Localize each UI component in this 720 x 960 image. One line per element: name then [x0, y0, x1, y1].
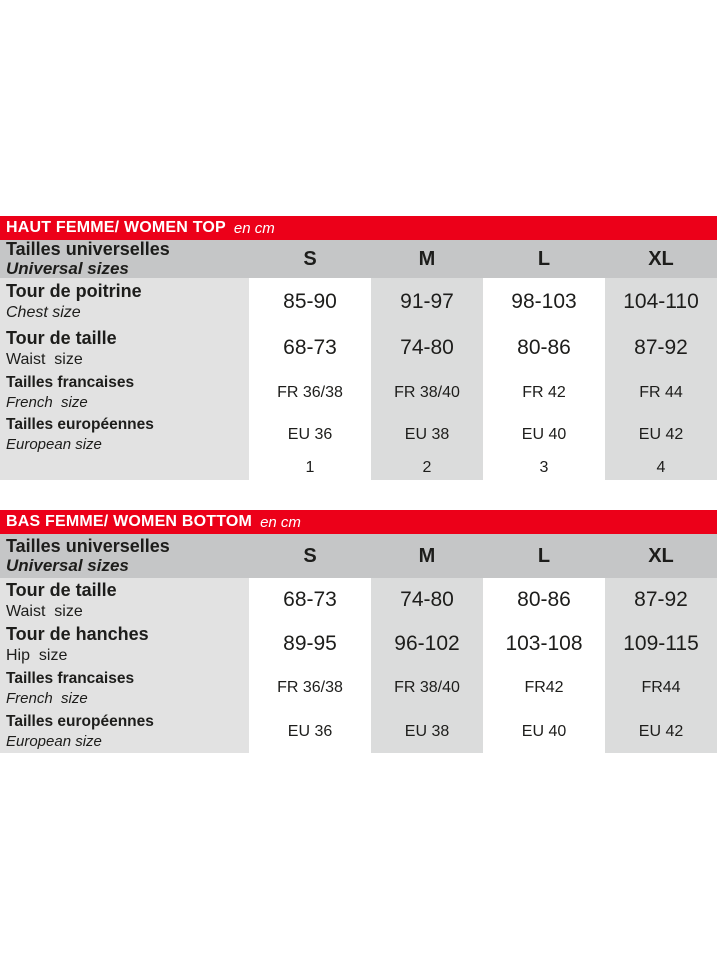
size-value-cell: EU 40: [488, 414, 600, 455]
table-row: Tailles européennes European size EU 36 EU …: [0, 710, 717, 753]
table-title: BAS FEMME/ WOMEN BOTTOM: [6, 513, 253, 530]
size-column-header-s: S: [303, 544, 317, 567]
size-value-cell: 96-102: [371, 622, 483, 666]
size-value-cell: 80-86: [488, 578, 600, 622]
size-value-cell: EU 42: [605, 414, 717, 455]
size-column-header-xl: XL: [648, 544, 674, 567]
row-label-fr: Tailles francaises: [6, 374, 135, 391]
row-label-fr: Tour de taille: [6, 579, 117, 600]
size-value-cell: FR42: [488, 666, 600, 710]
size-table-women-bottom: BAS FEMME/ WOMEN BOTTOM en cm Tailles un…: [0, 510, 717, 753]
size-column-header-m: M: [418, 544, 436, 567]
size-value-cell: EU 38: [371, 414, 483, 455]
size-value-cell: 80-86: [488, 325, 600, 371]
size-value-cell: 3: [488, 455, 600, 480]
size-value-cell: 104-110: [605, 278, 717, 325]
header-label-fr: Tailles universelles: [6, 536, 170, 556]
header-label-en: Universal sizes: [6, 259, 129, 278]
header-label-cell: Tailles universelles Universal sizes: [0, 239, 249, 279]
size-column-header-l: L: [537, 544, 551, 567]
size-value-cell: 68-73: [254, 325, 366, 371]
row-label-cell: [0, 455, 249, 480]
size-value-cell: 1: [254, 455, 366, 480]
row-label-fr: Tailles européennes: [6, 713, 154, 730]
size-column-header-xl: XL: [648, 247, 674, 270]
size-column-header-m: M: [418, 247, 436, 270]
table-unit-label: en cm: [260, 513, 301, 531]
size-value-cell: 85-90: [254, 278, 366, 325]
size-value-cell: 89-95: [254, 622, 366, 666]
size-value-cell: 74-80: [371, 325, 483, 371]
table-row: Tour de taille Waist size 68-73 74-80 80-86 8…: [0, 325, 717, 371]
table-title-bar: HAUT FEMME/ WOMEN TOP en cm: [0, 216, 717, 240]
size-value-cell: EU 36: [254, 414, 366, 455]
row-label-cell: Tour de taille Waist size: [0, 325, 249, 371]
size-value-cell: EU 40: [488, 710, 600, 753]
size-value-cell: FR44: [605, 666, 717, 710]
row-label-fr: Tailles européennes: [6, 416, 154, 433]
row-label-en: French size: [6, 689, 88, 707]
table-header-row: Tailles universelles Universal sizes S M L…: [0, 534, 717, 578]
table-body: Tour de poitrine Chest size 85-90 91-97 98-1…: [0, 278, 717, 480]
header-label-fr: Tailles universelles: [6, 239, 170, 259]
size-value-cell: 68-73: [254, 578, 366, 622]
row-label-cell: Tour de poitrine Chest size: [0, 278, 249, 325]
row-label-en: European size: [6, 436, 102, 453]
size-value-cell: FR 42: [488, 371, 600, 414]
size-value-cell: FR 38/40: [371, 666, 483, 710]
row-label-cell: Tailles européennes European size: [0, 710, 249, 753]
size-value-cell: FR 38/40: [371, 371, 483, 414]
header-label-en: Universal sizes: [6, 556, 129, 575]
table-row: Tailles francaises French size FR 36/38 FR …: [0, 371, 717, 414]
table-row: Tailles européennes European size EU 36 EU …: [0, 414, 717, 455]
row-label-en: Chest size: [6, 304, 81, 321]
table-title-bar: BAS FEMME/ WOMEN BOTTOM en cm: [0, 510, 717, 534]
table-row: Tour de poitrine Chest size 85-90 91-97 98-1…: [0, 278, 717, 325]
size-table-women-top: HAUT FEMME/ WOMEN TOP en cm Tailles univ…: [0, 216, 717, 480]
row-label-fr: Tour de hanches: [6, 623, 149, 644]
table-unit-label: en cm: [233, 219, 275, 237]
table-row: Tailles francaises French size FR 36/38 FR …: [0, 666, 717, 710]
size-value-cell: 4: [605, 455, 717, 480]
size-value-cell: 91-97: [371, 278, 483, 325]
table-body: Tour de taille Waist size 68-73 74-80 80-86 8…: [0, 578, 717, 753]
table-title: HAUT FEMME/ WOMEN TOP: [6, 219, 226, 236]
size-value-cell: EU 38: [371, 710, 483, 753]
size-value-cell: 103-108: [488, 622, 600, 666]
size-value-cell: 87-92: [605, 578, 717, 622]
size-value-cell: 2: [371, 455, 483, 480]
header-label-cell: Tailles universelles Universal sizes: [0, 534, 249, 578]
row-label-en: European size: [6, 733, 102, 750]
table-row: Tour de taille Waist size 68-73 74-80 80-86 8…: [0, 578, 717, 622]
size-value-cell: 74-80: [371, 578, 483, 622]
row-label-fr: Tour de taille: [6, 327, 117, 348]
row-label-cell: Tour de hanches Hip size: [0, 622, 249, 666]
size-column-header-l: L: [537, 247, 551, 270]
row-label-fr: Tailles francaises: [6, 669, 135, 687]
size-value-cell: 87-92: [605, 325, 717, 371]
size-column-header-s: S: [303, 247, 317, 270]
row-label-en: Hip size: [6, 646, 68, 664]
row-label-cell: Tailles européennes European size: [0, 414, 249, 455]
row-label-en: Waist size: [6, 350, 83, 368]
row-label-cell: Tailles francaises French size: [0, 371, 249, 414]
size-value-cell: 109-115: [605, 622, 717, 666]
size-value-cell: EU 42: [605, 710, 717, 753]
table-header-row: Tailles universelles Universal sizes S M L…: [0, 240, 717, 278]
size-value-cell: EU 36: [254, 710, 366, 753]
table-row: Tour de hanches Hip size 89-95 96-102 103-10…: [0, 622, 717, 666]
size-value-cell: 98-103: [488, 278, 600, 325]
size-value-cell: FR 36/38: [254, 666, 366, 710]
row-label-en: French size: [6, 394, 88, 411]
size-value-cell: FR 36/38: [254, 371, 366, 414]
row-label-cell: Tour de taille Waist size: [0, 578, 249, 622]
row-label-cell: Tailles francaises French size: [0, 666, 249, 710]
row-label-en: Waist size: [6, 602, 83, 620]
row-label-fr: Tour de poitrine: [6, 281, 142, 301]
size-value-cell: FR 44: [605, 371, 717, 414]
